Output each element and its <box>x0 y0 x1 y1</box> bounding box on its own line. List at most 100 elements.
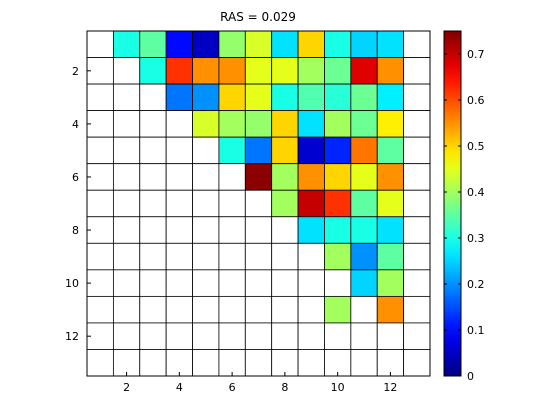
heatmap-cell <box>297 216 325 244</box>
heatmap-cell <box>165 83 193 112</box>
y-tick-label: 2 <box>72 65 79 78</box>
heatmap-cell <box>350 242 378 271</box>
heatmap-cell <box>244 110 273 138</box>
heatmap-cell <box>218 242 246 271</box>
heatmap-cell <box>350 57 378 85</box>
heatmap-cell <box>165 216 193 244</box>
heatmap-cell <box>350 136 378 165</box>
heatmap-cell <box>376 295 405 324</box>
heatmap-cell <box>218 30 246 58</box>
heatmap-cell <box>376 349 405 377</box>
heatmap-cell <box>218 163 246 191</box>
heatmap-cells <box>86 30 431 377</box>
plot-frame <box>86 30 431 377</box>
heatmap-cell <box>244 322 273 350</box>
heatmap-cell <box>297 295 325 324</box>
heatmap-cell <box>350 295 378 324</box>
heatmap-cell <box>350 163 378 191</box>
heatmap-cell <box>297 322 325 350</box>
heatmap-cell <box>112 110 141 138</box>
heatmap-cell <box>165 163 193 191</box>
heatmap-cell <box>403 189 431 218</box>
heatmap-cell <box>165 349 193 377</box>
heatmap-cell <box>403 242 431 271</box>
heatmap-cell <box>350 30 378 58</box>
heatmap-cell <box>165 322 193 350</box>
heatmap-cell <box>139 242 167 271</box>
heatmap-cell <box>192 322 220 350</box>
heatmap-cell <box>192 110 220 138</box>
heatmap-cell <box>271 349 299 377</box>
heatmap-cell <box>192 189 220 218</box>
heatmap-cell <box>192 136 220 165</box>
heatmap-cell <box>165 30 193 58</box>
heatmap-cell <box>324 163 352 191</box>
heatmap-cell <box>244 269 273 297</box>
colorbar-tick-label: 0.6 <box>467 94 485 107</box>
heatmap-cell <box>139 269 167 297</box>
heatmap-cell <box>324 83 352 112</box>
heatmap-cell <box>324 110 352 138</box>
heatmap-cell <box>297 269 325 297</box>
heatmap-cell <box>324 242 352 271</box>
heatmap-cell <box>165 242 193 271</box>
heatmap-cell <box>324 269 352 297</box>
heatmap-cell <box>218 216 246 244</box>
heatmap-cell <box>297 57 325 85</box>
heatmap-cell <box>165 110 193 138</box>
heatmap-cell <box>271 83 299 112</box>
heatmap-cell <box>192 295 220 324</box>
heatmap-cell <box>244 163 273 191</box>
y-tick-label: 10 <box>65 277 79 290</box>
heatmap-cell <box>297 83 325 112</box>
colorbar-tick-label: 0.2 <box>467 278 485 291</box>
heatmap-cell <box>244 295 273 324</box>
heatmap-cell <box>403 216 431 244</box>
heatmap-cell <box>324 322 352 350</box>
heatmap-cell <box>139 163 167 191</box>
y-axis-ticks: 2 4 6 8 10 12 <box>65 65 91 343</box>
heatmap-cell <box>297 110 325 138</box>
colorbar-tick-label: 0.5 <box>467 140 485 153</box>
heatmap-cell <box>139 83 167 112</box>
heatmap-cell <box>350 322 378 350</box>
heatmap-cell <box>376 136 405 165</box>
colorbar-gradient <box>443 30 462 377</box>
heatmap-cell <box>139 189 167 218</box>
heatmap-cell <box>271 136 299 165</box>
heatmap-cell <box>376 83 405 112</box>
heatmap-cell <box>112 30 141 58</box>
heatmap-cell <box>244 349 273 377</box>
heatmap-cell <box>297 30 325 58</box>
heatmap-cell <box>112 216 141 244</box>
y-tick-label: 8 <box>72 224 79 237</box>
heatmap-cell <box>192 349 220 377</box>
heatmap-cell <box>192 30 220 58</box>
heatmap-cell <box>244 30 273 58</box>
heatmap-cell <box>297 189 325 218</box>
heatmap-cell <box>350 83 378 112</box>
heatmap-cell <box>139 110 167 138</box>
heatmap-cell <box>403 83 431 112</box>
heatmap-cell <box>350 349 378 377</box>
heatmap-cell <box>112 57 141 85</box>
heatmap-cell <box>192 216 220 244</box>
heatmap-cell <box>271 322 299 350</box>
heatmap-cell <box>112 269 141 297</box>
heatmap-cell <box>376 110 405 138</box>
heatmap-cell <box>244 136 273 165</box>
heatmap-cell <box>218 110 246 138</box>
heatmap-cell <box>403 30 431 58</box>
heatmap-cell <box>403 57 431 85</box>
heatmap-cell <box>271 242 299 271</box>
heatmap-cell <box>139 349 167 377</box>
heatmap-cell <box>271 57 299 85</box>
heatmap-cell <box>244 83 273 112</box>
heatmap-cell <box>139 57 167 85</box>
heatmap-cell <box>244 57 273 85</box>
colorbar-tick-label: 0 <box>467 370 474 383</box>
colorbar-tick-label: 0.1 <box>467 324 485 337</box>
heatmap-cell <box>403 349 431 377</box>
heatmap-cell <box>112 136 141 165</box>
